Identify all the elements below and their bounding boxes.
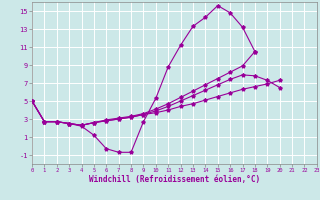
- X-axis label: Windchill (Refroidissement éolien,°C): Windchill (Refroidissement éolien,°C): [89, 175, 260, 184]
